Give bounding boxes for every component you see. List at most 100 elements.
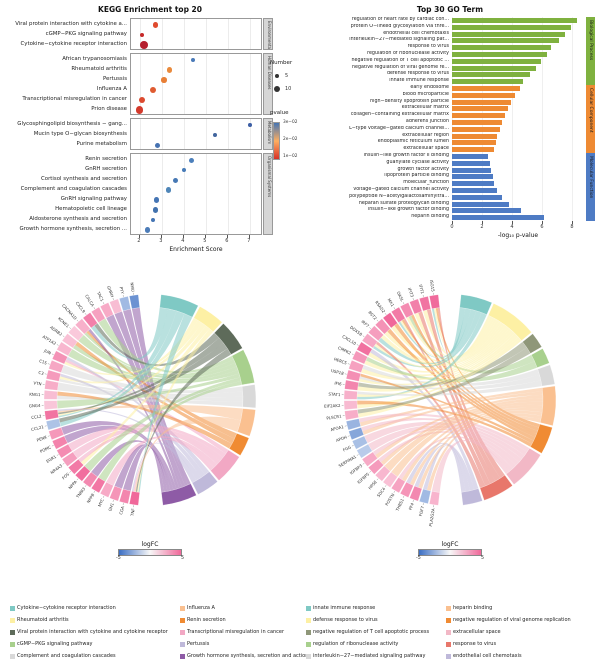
x-tick: [182, 235, 184, 238]
kegg-row-label: Cytokine−cytokine receptor interaction: [20, 41, 127, 47]
go-bar: [452, 194, 502, 200]
gene-tick: [51, 445, 54, 447]
chord-ribbon: [362, 391, 543, 435]
gridline: [249, 19, 251, 49]
x-tick-label: 7: [247, 238, 251, 244]
gene-arc: [429, 491, 440, 506]
kegg-row-label: Viral protein interaction with cytokine …: [15, 21, 127, 27]
go-bar: [452, 38, 559, 44]
gridline: [205, 54, 207, 114]
go-bar: [452, 17, 577, 23]
gene-tick: [362, 335, 365, 337]
kegg-dot: [212, 132, 217, 138]
go-bar: [452, 106, 508, 112]
kegg-row-label: Cortisol synthesis and secretion: [41, 176, 127, 182]
gene-label: JUN: [42, 348, 51, 356]
gene-arc: [348, 360, 364, 373]
gridline: [139, 119, 141, 149]
term-arc: [505, 447, 541, 485]
chord-ribbon: [358, 341, 527, 390]
term-arc: [531, 348, 550, 368]
gene-label: KNG1: [29, 392, 41, 398]
term-arc: [193, 306, 223, 332]
go-group-strip-label: Biological Process: [588, 20, 593, 61]
chord-ribbon: [106, 314, 183, 489]
go-bar: [452, 65, 536, 71]
gene-tick: [93, 307, 96, 310]
kegg-row-label: Rheumatoid arthritis: [71, 66, 127, 72]
legend-item: Rheumatoid arthritis: [10, 617, 180, 623]
legend-label: negative regulation of T cell apoptotic …: [313, 629, 430, 635]
gene-label: NPPB: [86, 492, 96, 504]
term-arc: [530, 423, 553, 454]
gene-tick: [412, 298, 414, 300]
go-bar: [452, 119, 502, 125]
go-row-label: molecular_function: [403, 180, 449, 186]
go-chord-legend: innate immune response defense response t…: [306, 602, 571, 662]
kegg-dot: [140, 41, 149, 49]
gene-label: NR4A3: [49, 463, 63, 475]
go-row-label: blood microparticle: [402, 91, 449, 97]
kegg-dot: [136, 106, 144, 114]
go-group-strip: Molecular Function: [586, 153, 595, 221]
go-chord-diagram: ISG15 IFIT1IFIT3OASLMX1RSAD2BST2IRF7DDX58…: [324, 280, 557, 527]
chord-ribbon: [358, 331, 515, 386]
go-row-label: high−density lipoprotein particle: [370, 98, 449, 104]
gene-arc: [52, 435, 68, 450]
gridline: [227, 119, 229, 149]
gene-tick: [56, 344, 59, 346]
go-row-label: growth factor activity: [397, 166, 449, 172]
term-arc: [231, 349, 255, 386]
gene-tick: [112, 298, 114, 300]
chord-ribbon: [57, 373, 241, 409]
go-row-label: regulation of ribonuclease activity: [367, 51, 449, 56]
gene-label: NPPA: [67, 479, 78, 490]
gene-label: CXCL9: [75, 300, 87, 314]
gene-arc: [68, 459, 84, 475]
chord-ribbon: [61, 420, 177, 490]
gene-tick: [376, 319, 379, 322]
gene-label: IGFBP5: [356, 471, 370, 485]
legend-swatch: [10, 653, 15, 659]
kegg-title: KEGG Enrichment top 20: [98, 5, 202, 14]
legend-size-label: 5: [285, 72, 289, 79]
kegg-dot: [190, 57, 195, 63]
gridline: [227, 19, 229, 49]
legend-item: negative regulation of T cell apoptotic …: [306, 629, 446, 635]
x-tick-label: 2: [137, 238, 141, 244]
gridline: [572, 17, 573, 221]
chord-ribbon: [64, 425, 174, 491]
gene-arc: [343, 400, 358, 410]
gene-label: GHRH: [106, 285, 115, 298]
gene-label: FGG: [342, 444, 352, 452]
legend-swatch: [306, 605, 311, 611]
go-bar: [452, 201, 509, 207]
chord-ribbon: [57, 404, 243, 421]
gene-arc: [109, 298, 123, 315]
logfc-gradient-bar: [418, 549, 482, 556]
legend-item: Complement and coagulation cascades: [10, 653, 180, 659]
gene-tick: [402, 495, 405, 498]
go-bar: [452, 31, 565, 37]
x-tick: [512, 221, 513, 224]
legend-size-label: 10: [285, 85, 292, 92]
legend-label: Renin secretion: [187, 617, 226, 623]
gridline: [183, 54, 185, 114]
chord-ribbon: [400, 319, 500, 361]
term-arc: [241, 384, 257, 409]
go-bar: [452, 58, 541, 64]
go-bar: [452, 208, 521, 214]
logfc-max: 5: [480, 556, 484, 561]
chord-ribbon: [75, 341, 235, 444]
gene-arc: [382, 471, 398, 488]
gene-arc: [382, 312, 398, 329]
gene-label: TAC1: [96, 290, 106, 303]
chord-ribbon: [414, 444, 470, 492]
kegg-row-label: Mucin type O−glycan biosynthesis: [33, 131, 127, 137]
term-arc: [159, 294, 199, 318]
term-arc: [540, 385, 557, 426]
gene-arc: [399, 302, 414, 319]
gene-label: FGF7: [418, 505, 426, 517]
chord-ribbon: [372, 428, 520, 466]
go-group-strip-label: Molecular Function: [588, 156, 593, 199]
